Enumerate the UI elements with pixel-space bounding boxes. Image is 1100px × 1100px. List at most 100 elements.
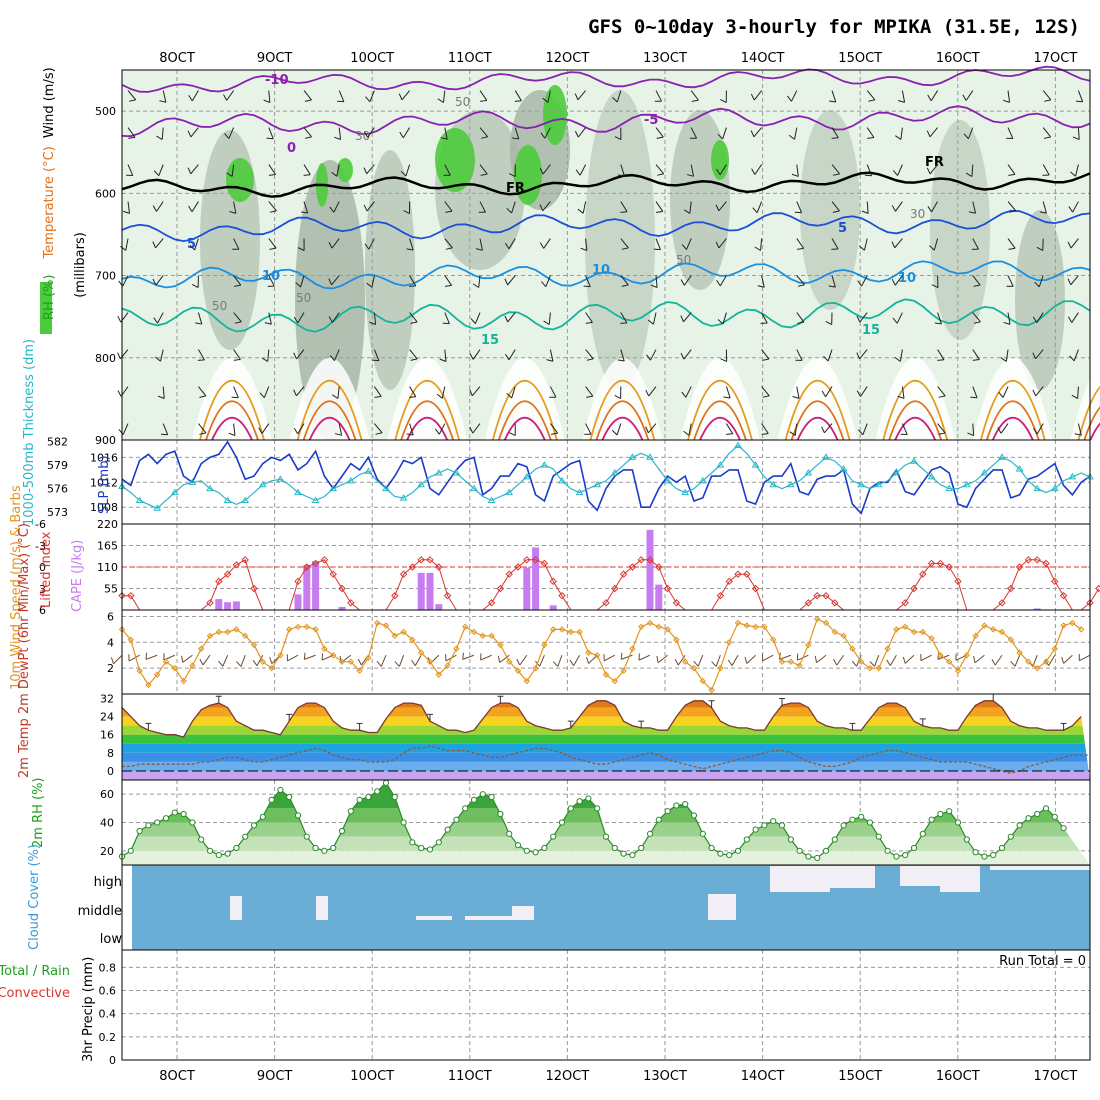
upper-wind-barb-41-flag [574,130,579,138]
upper-wind-barb-220-flag [972,359,980,361]
wind10m-barb-104-shaft [1032,655,1038,667]
rh-band-4 [122,850,1090,865]
upper-wind-barb-160 [828,275,836,288]
upper-wind-barb-130-flag [754,246,761,251]
upper-wind-barb-265-flag [584,433,592,435]
wind10m-barb-2-shaft [128,654,140,662]
upper-wind-barb-195-shaft [1071,312,1079,323]
wind-marker-8 [189,662,196,669]
rh-ytick-20: 20 [100,845,114,858]
upper-wind-barb-179-shaft [507,312,516,323]
thickness-marker-54 [593,480,602,488]
upper-wind-barb-232 [409,386,417,398]
upper-wind-barb-0 [127,90,137,102]
rh-marker-19 [286,793,293,801]
upper-wind-barb-141-flag [152,278,157,286]
li-marker-24 [329,570,337,578]
temp-contour-label-2: 0 [287,141,296,156]
upper-wind-barb-264-flag [551,432,558,435]
upper-wind-barb-50 [895,127,903,140]
wind10m-barb-66-flag [693,660,699,667]
upper-wind-barb-182 [620,312,628,324]
upper-wind-barb-234-shaft [471,386,481,397]
upper-wind-barb-205-flag [439,358,447,362]
temp-contour-label-1: -5 [644,113,658,128]
diurnal-contour-2-1 [400,400,455,441]
rh-marker-4 [154,819,161,826]
upper-wind-barb-99-flag [656,210,663,213]
upper-wind-barb-116-flag [269,247,277,250]
li-marker-20 [294,577,302,586]
thickness-marker-12 [223,496,232,503]
thickness-marker-84 [857,480,866,488]
upper-wind-barb-73 [716,164,727,176]
upper-wind-barb-196-flag [117,352,121,359]
upper-wind-barb-74 [751,164,763,175]
cape-bar-104 [1033,608,1041,610]
thickness-marker-48 [540,461,549,468]
li-ytick-2: 0 [39,561,46,574]
wind-marker-39 [461,623,469,631]
upper-wind-barb-207-shaft [508,349,516,361]
diurnal-contour-1-1 [302,400,357,441]
upper-wind-barb-225-flag [157,395,165,399]
upper-wind-barb-197 [155,349,164,362]
upper-wind-barb-184-shaft [683,312,692,323]
rh-marker-22 [312,844,319,852]
rh-marker-60 [646,830,654,837]
rh-marker-98 [981,853,988,860]
upper-wind-barb-18 [750,90,762,101]
thickness-marker-72 [751,461,760,468]
thickness-marker-80 [822,453,830,460]
rh-marker-7 [180,810,187,818]
upper-wind-barb-19-flag [787,95,792,102]
wind-marker-81 [831,628,839,636]
li-marker-1 [127,591,135,600]
temp-ytick-0: 0 [107,765,114,778]
upper-wind-barb-94 [478,201,486,213]
upper-wind-barb-54 [1042,127,1052,139]
upper-wind-barb-268 [683,423,692,436]
wind-marker-60 [646,619,654,627]
upper-wind-barb-79 [926,164,938,175]
wind-marker-3 [145,681,152,689]
upper-wind-barb-23-shaft [930,90,939,101]
thickness-marker-70 [734,441,742,448]
upper-wind-barb-2 [188,90,199,102]
upper-wind-barb-34 [334,127,342,140]
li-marker-58 [628,563,637,571]
upper-wind-barb-34-flag [334,136,341,140]
wind10m-barb-16 [252,654,264,666]
wind10m-barb-80-flag [814,655,818,663]
upper-wind-barb-200 [261,349,270,362]
upper-ytick-900: 900 [95,434,116,447]
upper-wind-barb-255-shaft [233,423,236,436]
rh-marker-3 [145,822,152,829]
upper-wind-barb-215-shaft [796,349,803,361]
upper-wind-barb-219 [937,349,945,361]
top-date-label-7: 15OCT [838,51,882,66]
upper-wind-barb-212 [680,349,692,360]
diurnal-contour-7-2 [894,417,937,441]
upper-wind-barb-147-shaft [371,275,375,288]
bottom-date-label-3: 11OCT [448,1069,492,1084]
upper-wind-barb-62-shaft [336,164,340,177]
upper-wind-barb-195-flag [1067,316,1073,323]
cape-bar-35 [426,572,434,610]
upper-wind-barb-155-shaft [655,275,658,288]
wind10m-barb-40 [462,652,475,660]
wind10m-barb-58-shaft [620,654,633,660]
upper-wind-barb-99 [655,201,664,213]
upper-wind-barb-137 [1007,238,1016,250]
temp-band-4 [122,734,1090,744]
li-marker-102 [1015,563,1024,571]
upper-wind-barb-46-shaft [753,127,762,138]
upper-wind-barb-178 [470,312,481,324]
thickness-marker-26 [346,476,355,484]
upper-wind-barb-124-flag [539,242,545,249]
diurnal-contour-3-2 [503,417,546,441]
upper-wind-barb-46-flag [750,130,755,137]
upper-ylabel-wind: Wind (m/s) [42,67,57,138]
upper-wind-barb-12-shaft [547,90,551,103]
upper-wind-barb-248-shaft [972,386,978,398]
